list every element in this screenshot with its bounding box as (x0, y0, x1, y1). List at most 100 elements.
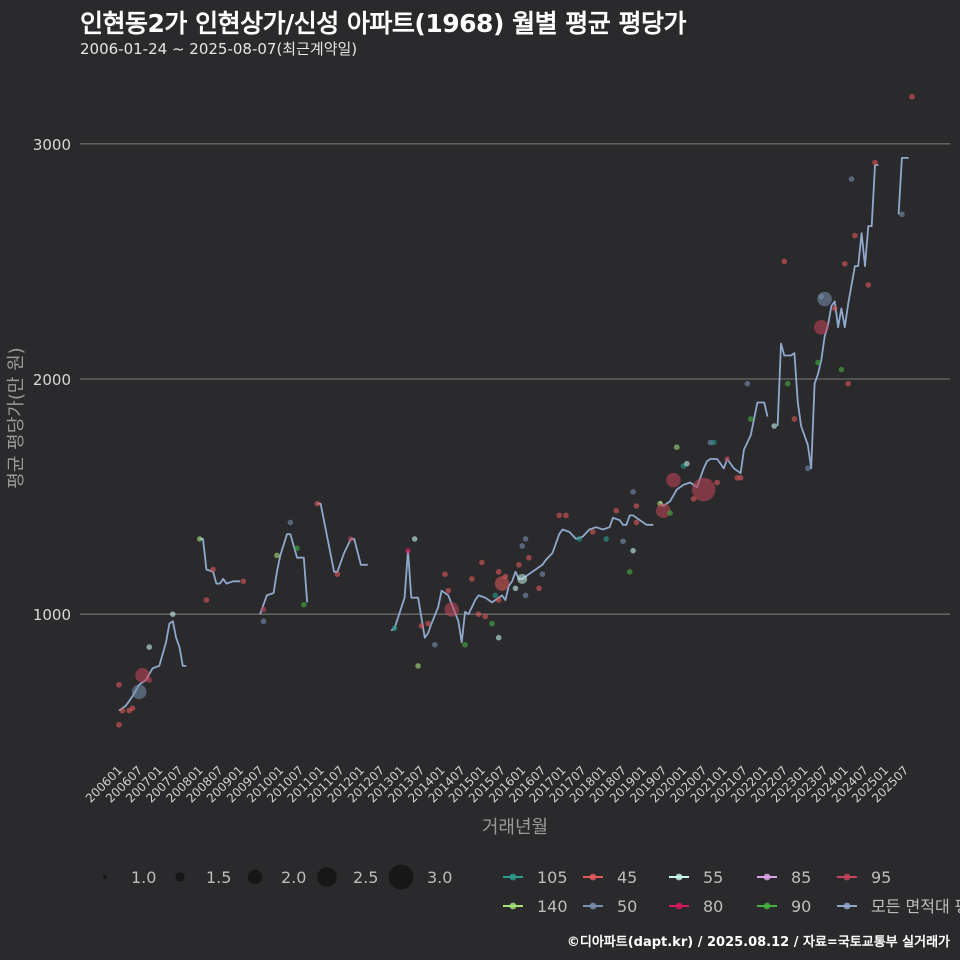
scatter-point-45 (845, 381, 851, 387)
scatter-point-50 (817, 292, 832, 307)
scatter-point-45 (714, 480, 720, 486)
scatter-point-45 (419, 623, 425, 629)
scatter-point-90 (301, 602, 307, 608)
scatter-point-140 (674, 444, 680, 450)
scatter-point-45 (442, 571, 448, 577)
scatter-point-45 (866, 282, 872, 288)
legend-label: 95 (871, 868, 891, 887)
size-legend: 1.0 1.5 2.0 2.5 3.0 (103, 865, 452, 890)
scatter-point-95 (814, 320, 829, 335)
legend-dot (844, 874, 851, 881)
scatter-point-50 (899, 212, 905, 218)
scatter-point-45 (526, 555, 532, 561)
scatter-point-140 (274, 553, 280, 559)
size-legend-dot (389, 865, 414, 890)
scatter-point-45 (832, 306, 838, 312)
scatter-point-90 (294, 546, 300, 552)
scatter-point-50 (745, 381, 751, 387)
scatter-point-45 (634, 503, 640, 509)
legend-dot (676, 903, 683, 910)
color-legend: 105 45 55 85 95 140 50 80 90 모든 면적대 평균값 (503, 868, 960, 916)
size-legend-label: 2.5 (353, 868, 378, 887)
scatter-point-55 (513, 586, 519, 592)
scatter-point-105 (711, 440, 717, 446)
legend-label: 90 (791, 897, 811, 916)
scatter-point-45 (842, 261, 848, 267)
scatter-point-45 (482, 614, 488, 620)
scatter-point-45 (496, 597, 502, 603)
scatter-point-95 (444, 602, 459, 617)
scatter-point-45 (563, 513, 569, 519)
scatter-point-90 (489, 621, 495, 627)
scatter-point-50 (523, 536, 529, 542)
scatter-point-45 (126, 708, 132, 714)
scatter-point-105 (577, 536, 583, 542)
scatter-point-50 (432, 642, 438, 648)
legend-label: 85 (791, 868, 811, 887)
size-legend-dot (317, 867, 337, 887)
size-legend-dot (175, 872, 184, 881)
average-line-segment (778, 165, 879, 468)
scatter-point-45 (516, 562, 522, 568)
scatter-point-45 (241, 578, 247, 584)
scatter-point-50 (805, 466, 811, 472)
scatter-point-50 (630, 489, 636, 495)
grid-lines (80, 144, 950, 614)
y-tick-label: 3000 (33, 136, 71, 154)
scatter-point-45 (782, 259, 788, 265)
legend-label: 모든 면적대 평균값 (871, 897, 960, 916)
scatter-point-90 (462, 642, 468, 648)
legend-label: 105 (537, 868, 568, 887)
legend-dot (590, 874, 597, 881)
average-line-segment (899, 158, 909, 215)
average-line-segment (119, 621, 186, 710)
scatter-point-105 (493, 593, 499, 599)
scatter-point-50 (132, 684, 147, 699)
scatter-point-45 (738, 475, 744, 481)
scatter-point-90 (748, 416, 754, 422)
chart-svg: 100020003000 200601200607200701200707200… (0, 0, 960, 960)
legend-dot (510, 903, 517, 910)
scatter-point-45 (792, 416, 798, 422)
scatter-point-80 (405, 548, 411, 554)
scatter-point-45 (556, 513, 562, 519)
legend-label: 45 (617, 868, 637, 887)
scatter-point-95 (724, 456, 730, 462)
scatter-point-45 (425, 621, 431, 627)
scatter-point-45 (503, 574, 509, 580)
scatter-point-45 (210, 567, 216, 573)
scatter-point-45 (872, 160, 878, 166)
scatter-points (116, 94, 915, 728)
legend-dot (590, 903, 597, 910)
scatter-point-90 (839, 367, 845, 373)
average-line-segment (317, 504, 367, 572)
scatter-point-55 (496, 635, 502, 641)
scatter-point-95 (146, 677, 152, 683)
scatter-point-55 (684, 461, 690, 467)
scatter-point-90 (815, 360, 821, 366)
legend-label: 55 (703, 868, 723, 887)
scatter-point-45 (634, 520, 640, 526)
scatter-point-90 (627, 569, 633, 575)
legend-label: 80 (703, 897, 723, 916)
size-legend-label: 2.0 (281, 868, 306, 887)
scatter-point-45 (590, 529, 596, 535)
y-tick-labels: 1000 2000 3000 (33, 136, 71, 624)
scatter-point-105 (392, 625, 398, 631)
scatter-point-95 (348, 536, 354, 542)
scatter-point-45 (852, 233, 858, 239)
legend-label: 140 (537, 897, 568, 916)
y-tick-label: 2000 (33, 371, 71, 389)
scatter-point-55 (630, 548, 636, 554)
size-legend-label: 1.0 (131, 868, 156, 887)
average-line-segment (260, 534, 307, 614)
scatter-point-45 (476, 611, 482, 617)
scatter-point-105 (603, 536, 609, 542)
scatter-point-45 (120, 708, 126, 714)
scatter-point-95 (656, 503, 671, 518)
scatter-point-45 (614, 508, 620, 514)
scatter-point-55 (412, 536, 418, 542)
scatter-point-45 (204, 597, 210, 603)
scatter-point-45 (314, 501, 320, 507)
legend-dot (764, 874, 771, 881)
